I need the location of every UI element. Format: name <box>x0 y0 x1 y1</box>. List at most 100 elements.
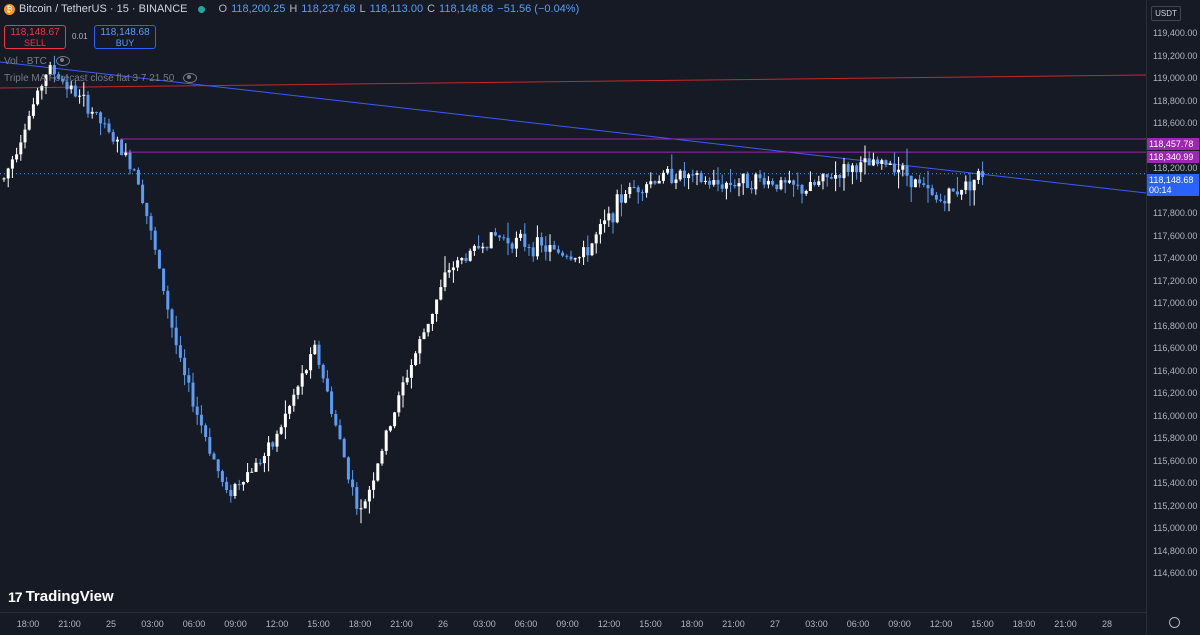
time-tick: 09:00 <box>888 619 911 629</box>
candle-body <box>447 270 451 273</box>
ohlc-change-value: −51.56 (−0.04%) <box>497 3 580 15</box>
candle-body <box>99 112 103 124</box>
candle-body <box>716 180 720 185</box>
time-tick: 18:00 <box>348 619 372 629</box>
candle-body <box>141 184 145 203</box>
candle-body <box>237 484 241 486</box>
candle-body <box>397 395 401 413</box>
candle-body <box>519 233 523 238</box>
candle-body <box>724 182 728 189</box>
candle-body <box>947 188 951 204</box>
time-tick: 21:00 <box>390 619 413 629</box>
settings-icon[interactable] <box>1169 617 1180 628</box>
indicator-triple-ma[interactable]: Triple MA Forecast close flat 3 7 21 50 <box>4 73 198 84</box>
candle-body <box>884 160 888 165</box>
candle-body <box>367 489 371 502</box>
candle-body <box>687 174 691 179</box>
candle-body <box>855 165 859 173</box>
time-tick: 28 <box>1101 619 1113 629</box>
candle-body <box>813 182 817 185</box>
buy-label: BUY <box>115 38 135 48</box>
indicator-volume[interactable]: Vol · BTC <box>4 56 70 67</box>
price-tick: 116,200.00 <box>1153 388 1198 398</box>
candlestick-chart[interactable] <box>0 0 1146 612</box>
sell-button[interactable]: 118,148.67 SELL <box>4 25 66 49</box>
currency-button[interactable]: USDT <box>1151 6 1181 21</box>
candle-body <box>624 194 628 203</box>
tradingview-logo-text: TradingView <box>25 588 114 605</box>
time-tick: 03:00 <box>805 619 828 629</box>
symbol-title[interactable]: Bitcoin / TetherUS · 15 · BINANCE <box>19 3 188 15</box>
candle-body <box>510 243 514 249</box>
candle-body <box>745 173 749 188</box>
candle-body <box>401 382 405 396</box>
candle-body <box>792 180 796 185</box>
candle-body <box>170 309 174 328</box>
chart-pane[interactable]: ₿ Bitcoin / TetherUS · 15 · BINANCE O 118… <box>0 0 1146 612</box>
candle-body <box>842 164 846 179</box>
candle-body <box>288 405 292 414</box>
time-axis[interactable]: 18:00 21:00 25 03:00 06:00 09:00 12:00 15:00 18:… <box>0 612 1146 635</box>
price-tick: 118,600.00 <box>1153 118 1198 128</box>
candle-body <box>132 169 136 171</box>
tradingview-logo[interactable]: 17 TradingView <box>8 588 114 605</box>
candle-body <box>275 433 279 447</box>
candle-body <box>939 199 943 201</box>
candle-body <box>418 339 422 354</box>
candle-body <box>174 327 178 346</box>
price-axis[interactable]: USDT 119,400.00 119,200.00 119,000.00 118,8… <box>1146 0 1200 634</box>
candle-body <box>342 439 346 458</box>
candle-body <box>582 247 586 258</box>
candle-body <box>384 430 388 451</box>
price-tick: 117,200.00 <box>1153 275 1198 286</box>
candle-body <box>876 159 880 165</box>
candle-body <box>783 180 787 183</box>
buy-button[interactable]: 118,148.68 BUY <box>94 25 156 49</box>
candle-body <box>363 501 367 509</box>
candle-body <box>65 81 69 90</box>
time-tick: 18:00 <box>1012 619 1036 629</box>
candle-body <box>540 237 544 246</box>
candle-body <box>233 484 237 496</box>
price-tick: 116,800.00 <box>1153 320 1198 331</box>
candle-body <box>737 183 741 187</box>
candle-body <box>94 111 98 113</box>
candle-body <box>960 189 964 195</box>
candle-body <box>800 185 804 194</box>
candle-body <box>10 159 14 169</box>
candle-body <box>430 313 434 324</box>
candle-body <box>2 178 6 180</box>
ohlc-high-key: H <box>289 3 298 15</box>
candle-body <box>250 471 254 473</box>
eye-icon[interactable] <box>55 56 70 67</box>
time-tick: 09:00 <box>224 619 247 629</box>
candle-body <box>535 237 539 257</box>
ohlc-low-key: L <box>359 3 366 15</box>
ohlc-open-key: O <box>218 3 228 15</box>
time-tick: 15:00 <box>971 619 994 629</box>
resistance-trendline <box>0 74 1146 89</box>
candle-body <box>892 163 896 173</box>
candle-body <box>699 173 703 182</box>
price-tick: 116,400.00 <box>1153 365 1198 376</box>
candle-body <box>300 373 304 387</box>
candle-body <box>586 247 590 256</box>
candle-body <box>334 414 338 426</box>
price-tick: 117,000.00 <box>1153 298 1198 308</box>
candle-body <box>246 472 250 482</box>
candle-body <box>506 237 510 244</box>
candle-body <box>456 260 460 268</box>
eye-icon[interactable] <box>183 73 198 84</box>
price-tick: 119,200.00 <box>1153 50 1198 61</box>
time-tick: 03:00 <box>141 619 164 629</box>
ohlc-high-value: 118,237.68 <box>301 3 356 15</box>
candle-body <box>859 162 863 173</box>
candle-body <box>149 216 153 231</box>
candle-body <box>729 182 733 185</box>
candle-body <box>548 245 552 252</box>
candle-body <box>208 437 212 454</box>
candle-body <box>750 188 754 190</box>
candle-body <box>48 65 52 75</box>
candle-body <box>90 111 94 114</box>
candle-body <box>309 354 313 371</box>
